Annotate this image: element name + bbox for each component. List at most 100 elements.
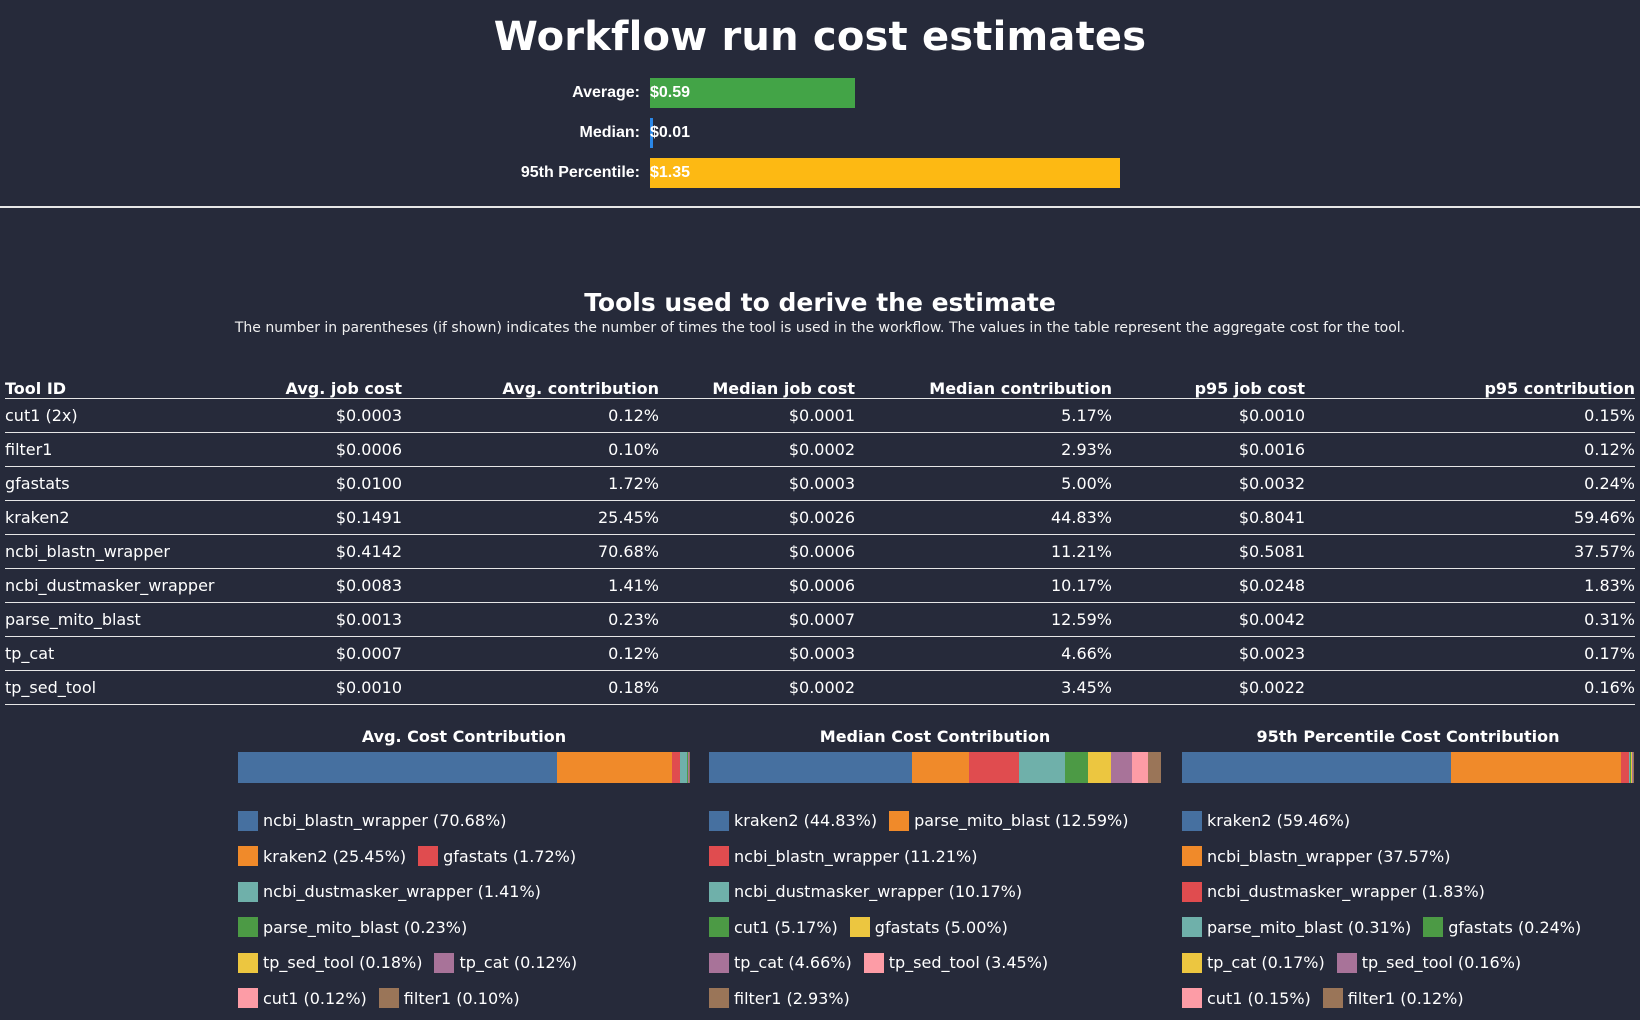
table-header-row: Tool ID Avg. job cost Avg. contribution Med… xyxy=(5,372,1635,399)
table-cell: 0.16% xyxy=(1305,670,1635,705)
legend-label: tp_sed_tool (3.45%) xyxy=(888,953,1049,973)
bar-segment xyxy=(672,752,681,783)
bar-segment xyxy=(680,752,687,783)
bar-segment xyxy=(911,752,969,783)
bar-segment xyxy=(238,752,558,783)
legend-entry: tp_sed_tool (0.18%) xyxy=(238,952,422,973)
legend-swatch xyxy=(863,952,884,973)
legend-row: ncbi_blastn_wrapper (70.68%) xyxy=(238,803,690,839)
legend-entry: filter1 (0.12%) xyxy=(1322,988,1464,1009)
table-cell: 11.21% xyxy=(855,534,1112,569)
table-row: filter1 $0.0006 0.10% $0.0002 2.93% $0.0016 0.… xyxy=(5,432,1635,467)
legend-entry: kraken2 (25.45%) xyxy=(238,846,407,867)
table-cell: ncbi_blastn_wrapper xyxy=(5,534,215,569)
legend-swatch xyxy=(1182,917,1202,938)
legend-entry: kraken2 (44.83%) xyxy=(709,810,877,831)
table-cell: 0.23% xyxy=(402,602,659,637)
legend-swatch xyxy=(238,988,258,1009)
chart-title: Median Cost Contribution xyxy=(819,727,1051,746)
table-cell: 1.83% xyxy=(1305,568,1635,603)
legend-label: kraken2 (25.45%) xyxy=(263,846,407,866)
legend-swatch xyxy=(1336,952,1357,973)
legend-row: parse_mito_blast (0.23%) xyxy=(238,910,690,946)
avg-contribution-chart: Avg. Cost Contribution ncbi_blastn_wrappe… xyxy=(238,726,690,1016)
table-row: parse_mito_blast $0.0013 0.23% $0.0007 12.59… xyxy=(5,602,1635,637)
table-cell: $0.8041 xyxy=(1112,500,1305,535)
table-cell: $0.0010 xyxy=(215,670,402,705)
legend-entry: parse_mito_blast (0.23%) xyxy=(238,917,467,938)
legend-entry: tp_cat (4.66%) xyxy=(709,952,852,973)
column-header: p95 job cost xyxy=(1112,372,1305,399)
bar-segment xyxy=(1630,752,1632,783)
table-row: gfastats $0.0100 1.72% $0.0003 5.00% $0.0032 0… xyxy=(5,466,1635,501)
legend-entry: tp_cat (0.12%) xyxy=(434,952,577,973)
legend-entry: gfastats (0.24%) xyxy=(1423,917,1582,938)
legend-swatch xyxy=(709,810,729,831)
legend-label: ncbi_dustmasker_wrapper (1.41%) xyxy=(263,882,541,902)
legend-entry: ncbi_dustmasker_wrapper (10.17%) xyxy=(709,881,1023,902)
bar-segment xyxy=(968,752,1020,783)
table-cell: gfastats xyxy=(5,466,215,501)
legend-label: ncbi_dustmasker_wrapper (10.17%) xyxy=(734,882,1023,902)
table-cell: cut1 (2x) xyxy=(5,398,215,433)
chart-title: 95th Percentile Cost Contribution xyxy=(1256,727,1560,746)
legend-label: gfastats (5.00%) xyxy=(874,917,1008,937)
table-cell: $0.0006 xyxy=(215,432,402,467)
bar-segment xyxy=(686,752,688,783)
table-cell: 0.18% xyxy=(402,670,659,705)
table-cell: $0.0003 xyxy=(659,636,855,671)
table-cell: parse_mito_blast xyxy=(5,602,215,637)
legend-swatch xyxy=(378,988,399,1009)
table-row: ncbi_dustmasker_wrapper $0.0083 1.41% $0.00… xyxy=(5,568,1635,603)
legend-row: kraken2 (44.83%) parse_mito_blast (12.59%… xyxy=(709,803,1161,839)
table-cell: tp_cat xyxy=(5,636,215,671)
legend-row: kraken2 (59.46%) xyxy=(1182,803,1634,839)
bar-segment xyxy=(1065,752,1089,783)
bar-segment xyxy=(1450,752,1621,783)
table-cell: $0.0083 xyxy=(215,568,402,603)
legend-label: tp_cat (0.17%) xyxy=(1207,953,1325,973)
table-cell: $0.4142 xyxy=(215,534,402,569)
bar-segment xyxy=(1111,752,1133,783)
table-cell: $0.0042 xyxy=(1112,602,1305,637)
legend-row: ncbi_blastn_wrapper (11.21%) xyxy=(709,839,1161,875)
table-cell: 0.31% xyxy=(1305,602,1635,637)
table-cell: $0.0010 xyxy=(1112,398,1305,433)
bar-segment xyxy=(1628,752,1631,783)
legend-swatch xyxy=(238,952,258,973)
legend-entry: filter1 (2.93%) xyxy=(709,988,850,1009)
table-cell: $0.5081 xyxy=(1112,534,1305,569)
bar-segment xyxy=(1019,752,1066,783)
stacked-bar xyxy=(709,752,1161,783)
legend-label: cut1 (5.17%) xyxy=(734,917,838,937)
table-cell: $0.0001 xyxy=(659,398,855,433)
bar-segment xyxy=(709,752,912,783)
legend-label: cut1 (0.15%) xyxy=(1207,988,1311,1008)
bar-segment xyxy=(1182,752,1451,783)
bar-segment xyxy=(1147,752,1161,783)
table-cell: 2.93% xyxy=(855,432,1112,467)
p95-contribution-chart: 95th Percentile Cost Contribution kraken2… xyxy=(1182,726,1634,1016)
legend-entry: tp_sed_tool (3.45%) xyxy=(863,952,1049,973)
table-cell: ncbi_dustmasker_wrapper xyxy=(5,568,215,603)
legend-swatch xyxy=(238,810,258,831)
legend-row: ncbi_dustmasker_wrapper (10.17%) xyxy=(709,874,1161,910)
summary-bar xyxy=(650,78,856,108)
legend-swatch xyxy=(238,917,258,938)
legend-label: gfastats (0.24%) xyxy=(1448,917,1582,937)
bar-segment xyxy=(688,752,689,783)
legend-swatch xyxy=(1182,810,1202,831)
table-cell: 0.17% xyxy=(1305,636,1635,671)
table-row: cut1 (2x) $0.0003 0.12% $0.0001 5.17% $0.0010… xyxy=(5,398,1635,433)
legend-label: gfastats (1.72%) xyxy=(443,846,577,866)
legend-label: filter1 (2.93%) xyxy=(734,988,850,1008)
legend-swatch xyxy=(238,881,258,902)
summary-row: Average: $0.59 xyxy=(0,78,1640,108)
legend-entry: gfastats (5.00%) xyxy=(849,917,1008,938)
legend-row: filter1 (2.93%) xyxy=(709,981,1161,1017)
table-cell: $0.0002 xyxy=(659,432,855,467)
bar-segment xyxy=(1632,752,1633,783)
column-header: p95 contribution xyxy=(1305,372,1635,399)
column-header: Avg. job cost xyxy=(215,372,402,399)
table-cell: 44.83% xyxy=(855,500,1112,535)
